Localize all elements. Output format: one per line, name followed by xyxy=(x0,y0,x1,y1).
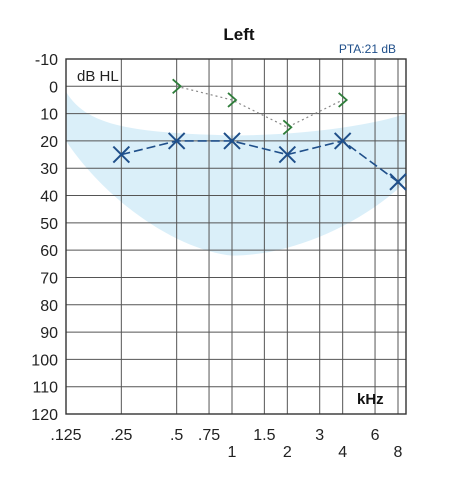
y-tick-label: 90 xyxy=(40,325,58,342)
chart-title: Left xyxy=(223,25,255,44)
y-tick-label: 100 xyxy=(31,352,58,369)
series-layer xyxy=(112,78,407,191)
air-conduction-marker xyxy=(112,145,131,164)
air-conduction-marker xyxy=(167,132,186,150)
y-tick-label: 70 xyxy=(40,270,58,287)
air-conduction-marker xyxy=(278,145,297,164)
y-tick-label: 50 xyxy=(40,216,58,233)
x-tick-label: 8 xyxy=(394,444,403,461)
bone-conduction-marker xyxy=(282,119,293,135)
bone-conduction-marker xyxy=(227,92,238,108)
bone-conduction-marker xyxy=(338,92,349,108)
y-tick-label: 10 xyxy=(40,107,58,124)
x-axis-label: kHz xyxy=(357,391,384,408)
x-tick-label: 3 xyxy=(315,427,324,444)
y-tick-label: 110 xyxy=(32,380,58,397)
y-tick-label: 60 xyxy=(40,243,58,260)
x-tick-label: .125 xyxy=(50,427,81,444)
normal-range-band xyxy=(66,91,406,256)
y-tick-label: 80 xyxy=(40,298,58,315)
air-conduction-marker xyxy=(389,173,407,191)
y-axis-label: dB HL xyxy=(77,68,119,85)
x-tick-label: 6 xyxy=(371,427,380,444)
y-tick-label: 20 xyxy=(40,134,58,151)
x-tick-label: 2 xyxy=(283,444,292,461)
series-line-1 xyxy=(176,85,343,128)
x-tick-label: 4 xyxy=(338,444,347,461)
normal-range-band-shape xyxy=(66,91,406,256)
y-tick-label: -10 xyxy=(35,52,58,69)
x-tick-label: .25 xyxy=(110,427,132,444)
x-tick-label: .75 xyxy=(198,427,220,444)
y-tick-label: 40 xyxy=(40,189,58,206)
air-conduction-marker xyxy=(333,132,352,150)
x-tick-label: 1.5 xyxy=(253,427,275,444)
plot-frame xyxy=(65,58,407,415)
y-tick-label: 120 xyxy=(31,407,58,424)
grid xyxy=(65,58,407,415)
y-tick-label: 30 xyxy=(40,161,58,178)
series-line-0 xyxy=(121,140,399,183)
bone-conduction-marker xyxy=(172,78,183,94)
pta-annotation: PTA:21 dB xyxy=(339,42,396,56)
tick-labels: -10 0 10 20 30 40 50 60 70 80 90 100 110 120 .125 .25 .5… xyxy=(31,52,402,461)
x-tick-label: 1 xyxy=(228,444,237,461)
y-tick-label: 0 xyxy=(49,79,58,96)
air-conduction-marker xyxy=(223,132,241,150)
x-tick-label: .5 xyxy=(170,427,183,444)
